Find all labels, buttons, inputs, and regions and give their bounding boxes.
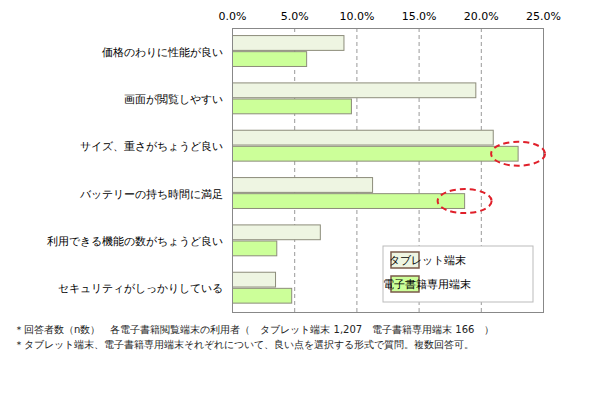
svg-text:25.0%: 25.0% [526, 10, 561, 23]
svg-text:5.0%: 5.0% [281, 10, 309, 23]
svg-text:10.0%: 10.0% [339, 10, 374, 23]
svg-text:セキュリティがしっかりしている: セキュリティがしっかりしている [58, 282, 223, 295]
svg-text:画面が閲覧しやすい: 画面が閲覧しやすい [124, 93, 223, 106]
html-text:＊回答者数（n数） 各電子書籍閲覧端末の利用者（ タブレット: ＊回答者数（n数） 各電子書籍閲覧端末の利用者（ タブレット端末 1,207 電… [14, 324, 495, 335]
svg-text:タブレット端末: タブレット端末 [389, 254, 466, 267]
svg-text:バッテリーの持ち時間に満足: バッテリーの持ち時間に満足 [79, 188, 223, 201]
svg-text:価格のわりに性能が良い: 価格のわりに性能が良い [102, 46, 223, 59]
svg-text:0.0%: 0.0% [219, 10, 247, 23]
svg-text:20.0%: 20.0% [464, 10, 499, 23]
svg-text:15.0%: 15.0% [402, 10, 437, 23]
html-text:＊タブレット端末、電子書籍専用端末それぞれについて、良い点を: ＊タブレット端末、電子書籍専用端末それぞれについて、良い点を選択する形式で質問。… [14, 339, 474, 350]
svg-text:電子書籍専用端末: 電子書籍専用端末 [383, 278, 471, 291]
svg-text:サイズ、重さがちょうど良い: サイズ、重さがちょうど良い [80, 140, 223, 153]
svg-text:利用できる機能の数がちょうど良い: 利用できる機能の数がちょうど良い [47, 235, 223, 248]
